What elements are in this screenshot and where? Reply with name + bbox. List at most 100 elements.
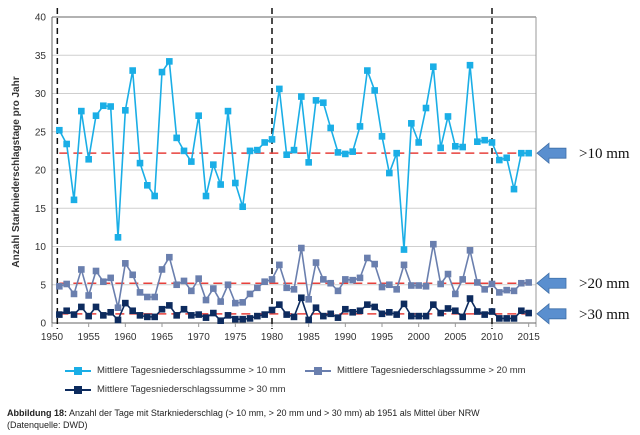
data-point — [371, 87, 378, 94]
data-point — [437, 144, 444, 152]
data-point — [151, 192, 158, 200]
data-point — [466, 295, 474, 302]
data-point — [100, 278, 107, 285]
data-point — [422, 312, 430, 320]
data-point — [210, 285, 217, 292]
data-point — [415, 312, 422, 320]
data-point — [510, 185, 518, 193]
data-point — [364, 254, 371, 262]
data-point — [386, 281, 393, 289]
data-point — [239, 315, 246, 323]
data-point — [422, 282, 430, 290]
annotation-label: >20 mm — [579, 276, 630, 292]
data-point — [356, 274, 364, 282]
y-tick-label: 20 — [35, 166, 47, 177]
legend-label: Mittlere Tagesniederschlagssumme > 30 mm — [97, 384, 286, 395]
data-point — [298, 294, 305, 302]
data-point — [92, 112, 100, 119]
data-point — [100, 312, 107, 319]
data-point — [173, 281, 180, 289]
data-point — [364, 67, 371, 74]
data-point — [437, 309, 444, 317]
axes: 0 5 10 15 20 25 30 35 40 1950 1955 1960 1965 1970 1975… — [35, 13, 540, 344]
legend-label: Mittlere Tagesniederschlagssumme > 10 mm — [97, 365, 286, 376]
data-point — [481, 136, 488, 144]
data-point — [224, 107, 232, 115]
data-point — [320, 99, 327, 106]
data-point — [459, 313, 466, 321]
x-tick-label: 1960 — [114, 332, 137, 343]
chart: 0 5 10 15 20 25 30 35 40 1950 1955 1960 1965 1970 1975… — [11, 8, 630, 344]
data-point — [503, 315, 510, 322]
annotation-label: >10 mm — [579, 146, 630, 162]
data-point — [312, 259, 320, 266]
data-point — [290, 146, 298, 154]
y-axis-label: Anzahl Starkniederschlagstage pro Jahr — [11, 76, 22, 267]
data-point — [298, 244, 305, 252]
data-point — [510, 287, 518, 295]
data-point — [283, 151, 290, 158]
data-point — [378, 133, 386, 140]
data-point — [224, 312, 232, 319]
data-point — [195, 275, 202, 282]
data-point — [122, 299, 129, 307]
legend-swatch-10mm — [65, 366, 91, 376]
data-point — [422, 104, 430, 112]
data-point — [290, 313, 298, 321]
data-point — [166, 58, 173, 65]
y-tick-label: 10 — [35, 242, 47, 253]
series-line — [58, 59, 529, 250]
data-point — [202, 192, 210, 200]
data-point — [261, 139, 268, 146]
data-point — [232, 299, 239, 307]
x-tick-label: 2000 — [408, 332, 431, 343]
y-tick-label: 5 — [40, 280, 46, 291]
data-point — [393, 311, 400, 318]
data-point — [342, 150, 349, 158]
x-tick-label: 1995 — [371, 332, 394, 343]
grid-lines — [52, 16, 536, 286]
data-point — [144, 182, 151, 189]
data-point — [283, 311, 290, 318]
data-point — [114, 316, 122, 324]
data-point — [56, 311, 63, 318]
data-point — [114, 234, 122, 241]
figure-caption: Abbildung 18: Anzahl der Tage mit Starkn… — [7, 407, 627, 431]
data-point — [78, 266, 85, 273]
data-point — [400, 300, 408, 308]
caption-source: (Datenquelle: DWD) — [7, 420, 88, 430]
data-point — [312, 97, 320, 104]
data-point — [107, 274, 114, 282]
data-point — [378, 283, 386, 291]
data-point — [349, 276, 356, 284]
x-tick-label: 1990 — [334, 332, 357, 343]
data-point — [166, 253, 173, 261]
x-tick-label: 1985 — [298, 332, 321, 343]
data-point — [78, 107, 85, 115]
data-point — [496, 315, 503, 322]
data-point — [452, 290, 459, 298]
data-point — [371, 260, 378, 268]
caption-text: Anzahl der Tage mit Starkniederschlag (>… — [67, 408, 480, 418]
data-point — [408, 312, 415, 320]
data-point — [305, 295, 312, 303]
data-point — [481, 286, 488, 293]
data-point — [386, 169, 393, 177]
data-point — [408, 282, 415, 289]
data-point — [144, 293, 151, 301]
data-point — [63, 140, 70, 148]
data-point — [349, 148, 356, 155]
data-point — [327, 279, 334, 287]
data-point — [254, 312, 261, 320]
y-tick-label: 15 — [35, 204, 47, 215]
data-point — [158, 305, 166, 313]
data-point — [224, 281, 232, 289]
y-tick-label: 0 — [40, 319, 46, 330]
data-point — [210, 309, 217, 317]
data-point — [334, 149, 342, 156]
data-point — [356, 123, 364, 130]
data-point — [246, 147, 254, 155]
y-tick-label: 40 — [35, 13, 47, 24]
x-tick-label: 1980 — [261, 332, 284, 343]
data-point — [371, 303, 378, 311]
